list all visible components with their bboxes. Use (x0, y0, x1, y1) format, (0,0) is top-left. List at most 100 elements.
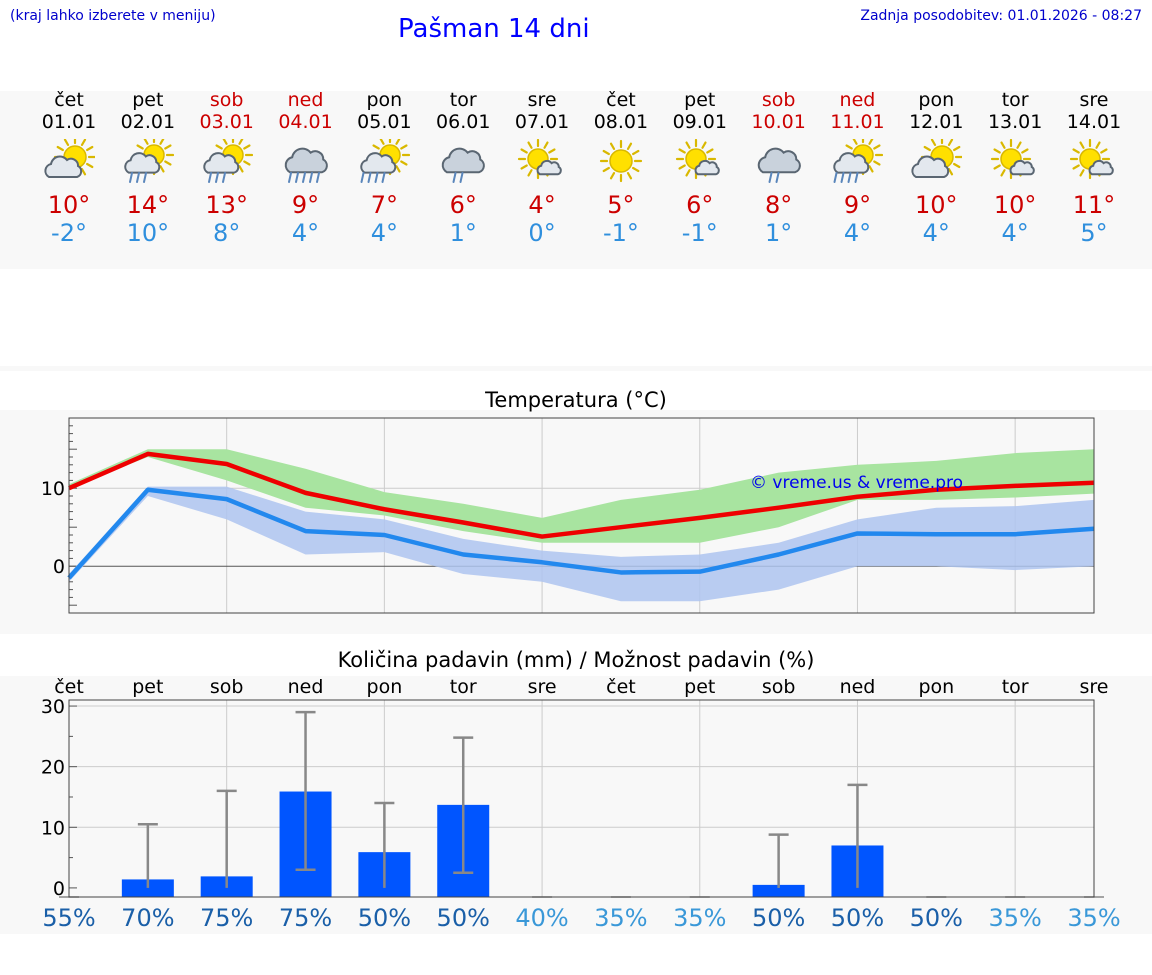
y-tick-label: 30 (41, 696, 65, 718)
y-tick-label: 10 (41, 817, 65, 839)
day-column: sre 07.01 4° 0° (502, 89, 582, 247)
temperature-chart-title: Temperatura (°C) (485, 388, 667, 412)
max-temperature: 14° (126, 191, 170, 219)
precipitation-probability: 55% (42, 904, 95, 932)
day-date: 06.01 (436, 111, 491, 133)
day-column: čet 08.01 5° -1° (581, 89, 661, 247)
max-temperature: 11° (1072, 191, 1116, 219)
precipitation-probability: 40% (515, 904, 568, 932)
day-name: pon (366, 89, 403, 111)
day-column: sre 14.01 11° 5° (1054, 89, 1134, 247)
min-temperature: -1° (602, 219, 639, 247)
min-temperature: 5° (1080, 219, 1108, 247)
day-name: ned (839, 89, 876, 111)
max-temperature: 7° (370, 191, 399, 219)
max-temperature: 6° (449, 191, 477, 219)
day-column: tor 06.01 6° 1° (423, 89, 503, 247)
day-name: tor (449, 89, 477, 111)
precipitation-probability: 50% (752, 904, 805, 932)
partly-cloudy-icon (911, 139, 963, 179)
precipitation-probability: 35% (594, 904, 647, 932)
day-date: 12.01 (909, 111, 964, 133)
max-temperature: 9° (843, 191, 872, 219)
max-temperature: 6° (686, 191, 714, 219)
location-hint[interactable]: (kraj lahko izberete v meniju) (10, 8, 216, 24)
day-column: ned 04.01 9° 4° (266, 89, 346, 247)
x-tick-label: ned (840, 676, 876, 698)
x-tick-label: pon (367, 676, 403, 698)
max-temperature: 8° (764, 191, 793, 219)
day-date: 10.01 (751, 111, 806, 133)
sun-small-cloud-icon (675, 139, 720, 180)
precipitation-bar (121, 879, 174, 897)
precipitation-probability: 50% (831, 904, 884, 932)
x-tick-label: pon (918, 676, 954, 698)
sun-small-cloud-icon (1069, 139, 1114, 180)
min-temperature: 10° (126, 219, 170, 247)
sun-cloud-heavy-rain-icon (833, 139, 884, 183)
min-temperature: 8° (213, 219, 241, 247)
min-temperature: 1° (449, 219, 477, 247)
day-name: ned (287, 89, 324, 111)
day-name: tor (1001, 89, 1029, 111)
sun-cloud-rain-icon (124, 139, 174, 183)
x-tick-label: tor (450, 676, 477, 698)
day-name: sob (761, 89, 796, 111)
day-column: tor 13.01 10° 4° (975, 89, 1055, 247)
min-temperature: 1° (764, 219, 793, 247)
day-date: 08.01 (593, 111, 649, 133)
last-updated: Zadnja posodobitev: 01.01.2026 - 08:27 (860, 8, 1142, 24)
min-temperature: 4° (1001, 219, 1029, 247)
page-title: Pašman 14 dni (398, 14, 590, 44)
x-tick-label: ned (288, 676, 324, 698)
min-temperature: 4° (370, 219, 399, 247)
day-name: sre (1079, 89, 1109, 111)
min-temperature: 4° (843, 219, 872, 247)
day-date: 13.01 (987, 111, 1043, 133)
sun-icon (599, 139, 643, 183)
precipitation-chart-title: Količina padavin (mm) / Možnost padavin … (337, 648, 815, 672)
cloud-heavy-rain-icon (284, 147, 328, 183)
day-name: pet (132, 89, 164, 111)
y-tick-label: 20 (41, 757, 65, 779)
plot-area (69, 700, 1094, 897)
day-date: 11.01 (830, 111, 885, 133)
precipitation-probability: 75% (279, 904, 332, 932)
day-name: pet (684, 89, 716, 111)
cloud-rain-icon (757, 147, 801, 183)
day-name: čet (606, 89, 636, 111)
day-column: pon 05.01 7° 4° (344, 89, 424, 247)
day-column: sob 03.01 13° 8° (187, 89, 267, 247)
cloud-rain-icon (441, 147, 486, 183)
day-column: pon 12.01 10° 4° (896, 89, 976, 247)
day-date: 01.01 (41, 111, 97, 133)
day-column: ned 11.01 9° 4° (817, 89, 897, 247)
day-column: pet 09.01 6° -1° (660, 89, 740, 247)
day-name: sob (209, 89, 244, 111)
precipitation-probability: 50% (910, 904, 963, 932)
day-name: pon (918, 89, 955, 111)
day-column: čet 01.01 10° -2° (29, 89, 109, 247)
x-tick-label: pet (684, 676, 715, 698)
min-temperature: -2° (51, 219, 87, 247)
sun-cloud-rain-icon (203, 139, 253, 183)
max-temperature: 10° (47, 191, 91, 219)
max-temperature: 5° (607, 191, 635, 219)
sun-cloud-heavy-rain-icon (360, 139, 411, 183)
min-temperature: 4° (291, 219, 320, 247)
partly-cloudy-icon (44, 139, 95, 179)
max-temperature: 10° (993, 191, 1037, 219)
max-temperature: 10° (915, 191, 958, 219)
precipitation-bar (752, 884, 805, 897)
min-temperature: -1° (681, 219, 718, 247)
x-tick-label: sob (762, 676, 796, 698)
max-temperature: 4° (528, 191, 556, 219)
max-temperature: 9° (291, 191, 320, 219)
day-date: 14.01 (1066, 111, 1122, 133)
forecast-strip (0, 91, 1152, 269)
precipitation-probability: 50% (358, 904, 411, 932)
x-tick-label: čet (606, 676, 636, 698)
day-column: sob 10.01 8° 1° (739, 89, 819, 247)
day-name: sre (527, 89, 557, 111)
plot-frame (68, 699, 1095, 898)
